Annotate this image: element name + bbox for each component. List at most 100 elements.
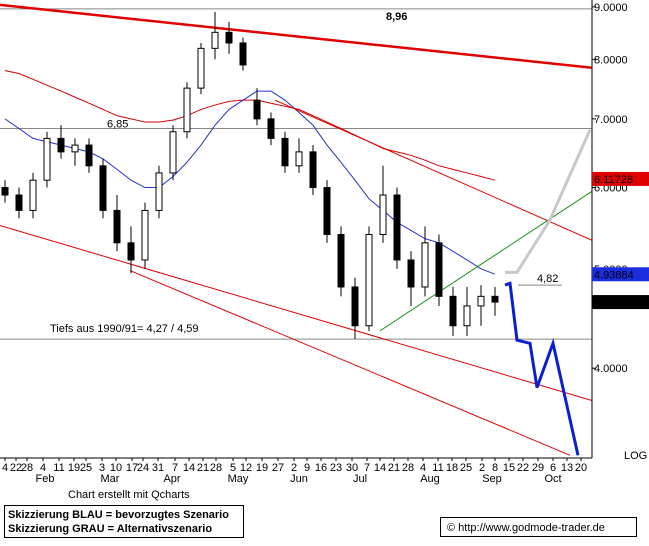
x-tick-label: 17 <box>126 462 138 474</box>
candle-body <box>155 172 163 211</box>
x-tick-label: 4 <box>40 462 46 474</box>
price-tag-label: 4.93884 <box>594 269 634 281</box>
candle-body <box>253 99 261 120</box>
y-tick-label: 4.0000 <box>594 363 628 375</box>
x-tick-label: 19 <box>256 462 268 474</box>
candle-body <box>435 242 443 297</box>
candle-body <box>71 144 79 153</box>
y-tick-label: 9.0000 <box>594 2 628 14</box>
candle-body <box>393 194 401 261</box>
x-tick-label: 6 <box>550 462 556 474</box>
x-tick-label: 27 <box>272 462 284 474</box>
x-tick-label: 2 <box>291 462 297 474</box>
x-tick-label: 25 <box>460 462 472 474</box>
candle-body <box>281 137 289 167</box>
source: © http://www.godmode-trader.de <box>447 522 605 534</box>
candle-body <box>449 295 457 327</box>
candle-body <box>463 305 471 327</box>
candle-body <box>295 151 303 167</box>
candle-body <box>141 209 149 261</box>
price-tag <box>592 295 649 310</box>
legend-entry: Skizzierung BLAU = bevorzugtes Szenario <box>8 509 229 521</box>
x-tick-label: 28 <box>402 462 414 474</box>
candle-body <box>477 295 485 307</box>
price-tag <box>592 171 649 186</box>
x-tick-label: 2 <box>479 462 485 474</box>
x-tick-label: 25 <box>80 462 92 474</box>
x-tick-label: 28 <box>21 462 33 474</box>
candle-body <box>267 118 275 139</box>
y-scale-label: LOG <box>624 450 647 462</box>
candle-body <box>85 144 93 167</box>
scenario-path <box>505 129 592 274</box>
candle-body <box>323 187 331 235</box>
credit: Chart erstellt mit Qcharts <box>68 489 190 501</box>
candle-body <box>197 47 205 89</box>
month-label: Jun <box>290 473 308 485</box>
x-tick-label: 22 <box>10 462 22 474</box>
month-label: Sep <box>482 473 502 485</box>
x-tick-label: 11 <box>53 462 64 474</box>
candle-body <box>225 31 233 44</box>
candle-body <box>491 295 499 303</box>
scenario-path <box>504 281 580 456</box>
candle-body <box>169 131 177 174</box>
x-tick-label: 10 <box>110 462 122 474</box>
month-label: May <box>228 473 249 485</box>
candle-body <box>99 165 107 211</box>
candle-body <box>1 187 9 196</box>
level-label: Tiefs aus 1990/91= 4,27 / 4,59 <box>50 323 199 335</box>
trendline <box>274 99 592 241</box>
y-tick-label: 8.0000 <box>594 54 628 66</box>
x-tick-label: 4 <box>420 462 426 474</box>
x-tick-label: 31 <box>152 462 164 474</box>
month-label: Oct <box>544 473 561 485</box>
trendline <box>0 225 592 402</box>
x-tick-label: 8 <box>492 462 498 474</box>
price-tag-label: 6.11728 <box>594 174 633 186</box>
month-label: Feb <box>36 473 55 485</box>
x-tick-label: 21 <box>388 462 400 474</box>
x-tick-label: 21 <box>197 462 209 474</box>
candle-body <box>365 233 373 327</box>
trendline <box>129 270 571 456</box>
x-tick-label: 19 <box>68 462 80 474</box>
trendline <box>379 190 592 332</box>
candle-body <box>407 259 415 288</box>
x-tick-label: 22 <box>517 462 529 474</box>
month-label: Apr <box>163 473 180 485</box>
candle-body <box>379 194 387 235</box>
candle-body <box>351 286 359 327</box>
candle-body <box>29 179 37 211</box>
month-label: Mar <box>101 473 120 485</box>
x-tick-label: 30 <box>346 462 358 474</box>
candle-body <box>421 242 429 288</box>
x-tick-label: 7 <box>172 462 178 474</box>
candle-body <box>127 242 135 261</box>
x-tick-label: 14 <box>374 462 386 474</box>
source-box <box>440 517 637 537</box>
y-tick-label: 7.0000 <box>594 114 628 126</box>
candle-body <box>57 137 65 153</box>
x-tick-label: 7 <box>364 462 370 474</box>
x-tick-label: 20 <box>575 462 587 474</box>
level-label: 8,96 <box>386 11 407 23</box>
x-tick-label: 11 <box>432 462 443 474</box>
x-tick-label: 16 <box>315 462 327 474</box>
month-label: Aug <box>420 473 440 485</box>
trendline <box>0 3 592 70</box>
x-tick-label: 28 <box>210 462 222 474</box>
x-tick-label: 3 <box>99 462 105 474</box>
level-label: 4,82 <box>537 273 558 285</box>
legend-entry: Skizzierung GRAU = Alternativszenario <box>8 523 212 535</box>
moving-average <box>4 70 496 181</box>
candle-body <box>15 194 23 211</box>
x-tick-label: 4 <box>2 462 8 474</box>
candle-body <box>337 233 345 288</box>
x-tick-label: 14 <box>183 462 195 474</box>
candle-body <box>211 31 219 49</box>
price-tag-label: 4.6400 <box>594 297 628 309</box>
x-tick-label: 29 <box>532 462 544 474</box>
x-tick-label: 9 <box>304 462 310 474</box>
